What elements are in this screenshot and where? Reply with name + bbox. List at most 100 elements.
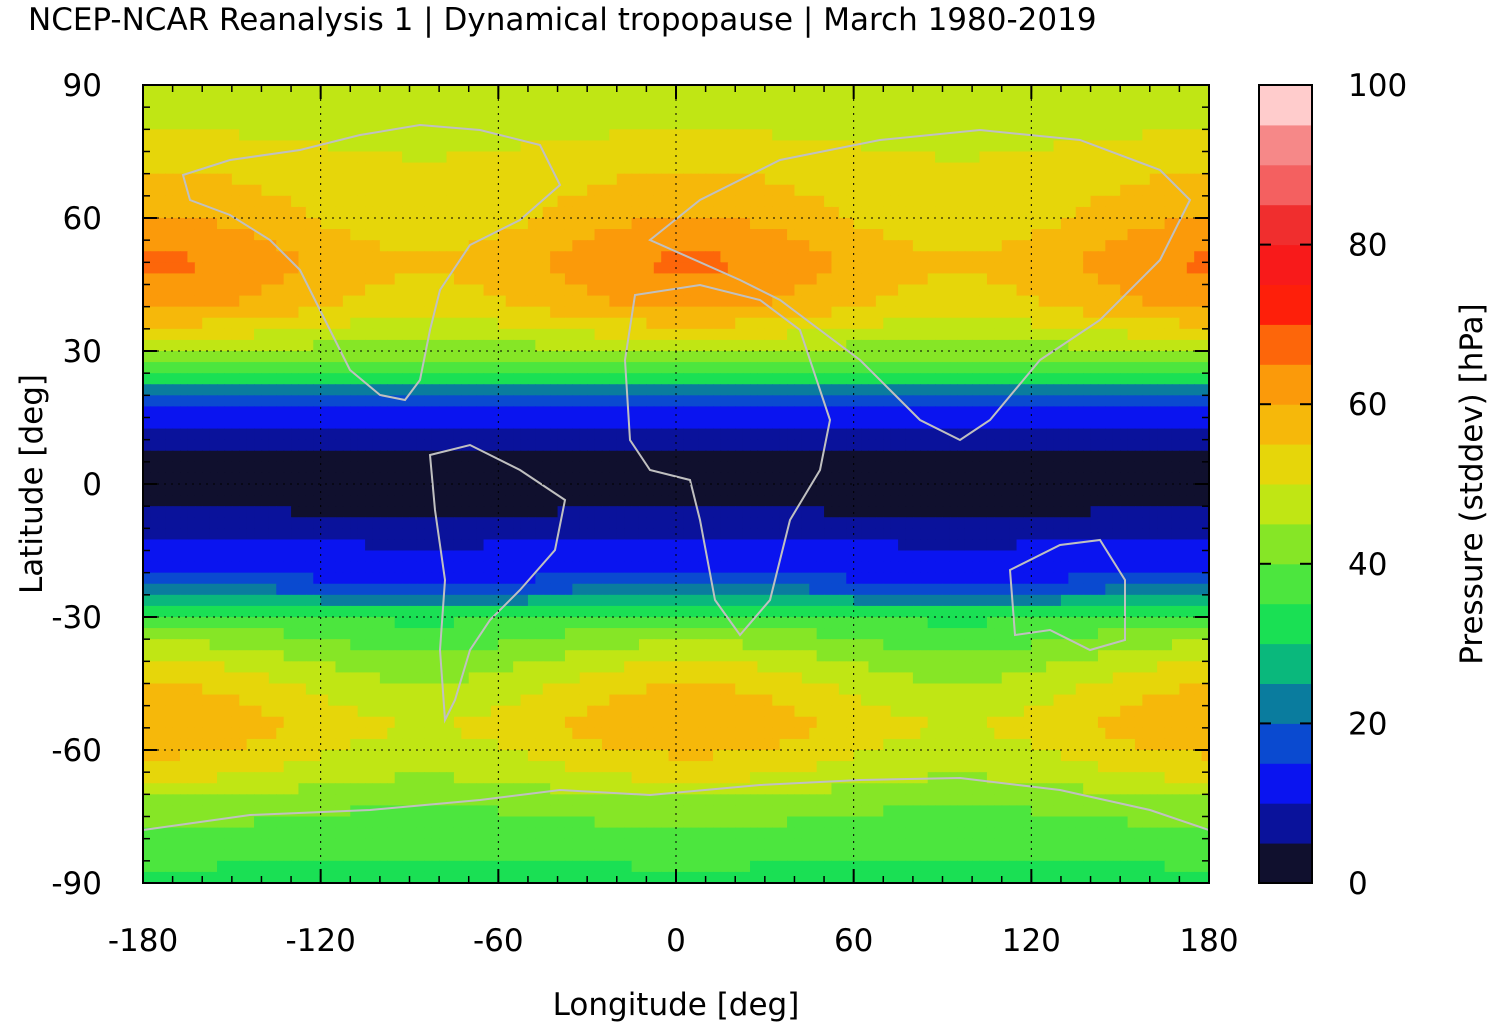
heatmap-cell xyxy=(912,206,921,219)
heatmap-cell xyxy=(601,373,610,385)
heatmap-cell xyxy=(690,317,699,330)
heatmap-cell xyxy=(713,206,722,219)
heatmap-cell xyxy=(542,240,551,252)
heatmap-cell xyxy=(875,195,884,208)
heatmap-cell xyxy=(986,395,995,408)
heatmap-cell xyxy=(283,373,292,385)
heatmap-cell xyxy=(298,218,307,230)
heatmap-cell xyxy=(646,450,655,463)
heatmap-cell xyxy=(350,406,359,419)
heatmap-cell xyxy=(1120,362,1129,374)
heatmap-cell xyxy=(520,428,529,441)
heatmap-cell xyxy=(690,351,699,363)
heatmap-cell xyxy=(313,240,322,252)
heatmap-cell xyxy=(461,173,470,186)
heatmap-cell xyxy=(1112,295,1121,308)
heatmap-cell xyxy=(468,240,477,252)
heatmap-cell xyxy=(927,140,936,153)
heatmap-cell xyxy=(935,140,944,153)
heatmap-cell xyxy=(535,118,544,130)
heatmap-cell xyxy=(202,439,211,452)
heatmap-cell xyxy=(305,351,314,363)
heatmap-cell xyxy=(949,395,958,408)
heatmap-cell xyxy=(468,129,477,142)
heatmap-cell xyxy=(824,384,833,396)
heatmap-cell xyxy=(631,162,640,175)
heatmap-cell xyxy=(261,206,270,219)
heatmap-cell xyxy=(1068,206,1077,219)
heatmap-cell xyxy=(231,373,240,385)
heatmap-cell xyxy=(305,295,314,308)
heatmap-cell xyxy=(601,251,610,263)
heatmap-cell xyxy=(202,395,211,408)
heatmap-cell xyxy=(1090,240,1099,252)
heatmap-cell xyxy=(1157,206,1166,219)
heatmap-cell xyxy=(498,450,507,463)
heatmap-cell xyxy=(224,140,233,153)
heatmap-cell xyxy=(883,328,892,341)
heatmap-cell xyxy=(1023,339,1032,352)
heatmap-cell xyxy=(498,351,507,363)
heatmap-cell xyxy=(964,195,973,208)
heatmap-cell xyxy=(268,362,277,374)
heatmap-cell xyxy=(1127,107,1136,119)
heatmap-cell xyxy=(838,395,847,408)
heatmap-cell xyxy=(557,406,566,419)
heatmap-cell xyxy=(846,351,855,363)
heatmap-cell xyxy=(254,461,263,474)
heatmap-cell xyxy=(498,162,507,175)
heatmap-cell xyxy=(1075,85,1084,97)
heatmap-cell xyxy=(824,129,833,142)
heatmap-cell xyxy=(676,461,685,474)
heatmap-cell xyxy=(972,273,981,286)
heatmap-cell xyxy=(594,339,603,352)
heatmap-cell xyxy=(809,96,818,108)
heatmap-cell xyxy=(742,273,751,286)
heatmap-cell xyxy=(527,240,536,252)
heatmap-cell xyxy=(646,317,655,330)
heatmap-cell xyxy=(157,417,166,430)
heatmap-cell xyxy=(1171,306,1180,319)
heatmap-cell xyxy=(313,450,322,463)
heatmap-cell xyxy=(542,229,551,241)
heatmap-cell xyxy=(764,428,773,441)
heatmap-cell xyxy=(1186,373,1195,385)
heatmap-cell xyxy=(1075,395,1084,408)
heatmap-cell xyxy=(750,273,759,286)
heatmap-cell xyxy=(1046,439,1055,452)
heatmap-cell xyxy=(624,118,633,130)
heatmap-cell xyxy=(601,339,610,352)
heatmap-cell xyxy=(143,107,152,119)
heatmap-cell xyxy=(957,384,966,396)
heatmap-cell xyxy=(1053,439,1062,452)
heatmap-cell xyxy=(254,129,263,142)
heatmap-cell xyxy=(957,118,966,130)
heatmap-cell xyxy=(416,251,425,263)
heatmap-cell xyxy=(764,151,773,164)
heatmap-cell xyxy=(1120,240,1129,252)
heatmap-cell xyxy=(831,129,840,142)
heatmap-cell xyxy=(268,151,277,164)
heatmap-cell xyxy=(172,240,181,252)
heatmap-cell xyxy=(875,229,884,241)
heatmap-cell xyxy=(172,273,181,286)
heatmap-cell xyxy=(772,273,781,286)
heatmap-cell xyxy=(779,384,788,396)
heatmap-cell xyxy=(624,151,633,164)
heatmap-cell xyxy=(446,229,455,241)
heatmap-cell xyxy=(557,162,566,175)
heatmap-cell xyxy=(638,417,647,430)
heatmap-cell xyxy=(564,129,573,142)
heatmap-cell xyxy=(446,96,455,108)
heatmap-cell xyxy=(357,195,366,208)
heatmap-cell xyxy=(661,262,670,275)
heatmap-cell xyxy=(268,295,277,308)
heatmap-cell xyxy=(505,96,514,108)
heatmap-cell xyxy=(676,195,685,208)
heatmap-cell xyxy=(1112,140,1121,153)
heatmap-cell xyxy=(520,251,529,263)
heatmap-cell xyxy=(202,461,211,474)
heatmap-cell xyxy=(831,107,840,119)
heatmap-cell xyxy=(720,195,729,208)
heatmap-cell xyxy=(868,229,877,241)
